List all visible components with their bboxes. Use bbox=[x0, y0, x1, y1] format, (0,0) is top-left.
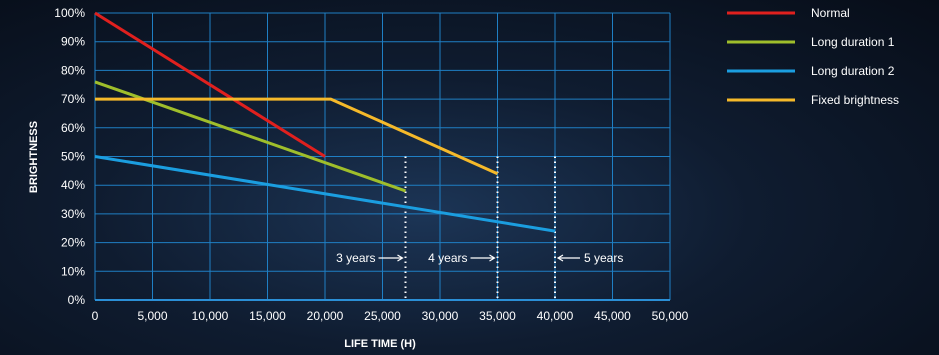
x-tick-label: 5,000 bbox=[137, 309, 167, 323]
x-axis-title: LIFE TIME (H) bbox=[344, 338, 416, 350]
y-axis-ticks: 0% 10% 20% 30% 40% 50% 60% 70% 80% 90% 100% bbox=[54, 6, 85, 307]
chart-series bbox=[94, 11, 556, 233]
x-tick-label: 30,000 bbox=[422, 309, 459, 323]
y-tick-label: 70% bbox=[61, 92, 85, 106]
legend-label: Long duration 1 bbox=[811, 35, 895, 49]
year-annotation-label: 4 years bbox=[428, 251, 467, 265]
y-tick-label: 40% bbox=[61, 178, 85, 192]
x-tick-label: 45,000 bbox=[594, 309, 631, 323]
x-tick-label: 10,000 bbox=[192, 309, 229, 323]
y-tick-label: 80% bbox=[61, 63, 85, 77]
x-tick-label: 15,000 bbox=[249, 309, 286, 323]
x-tick-label: 0 bbox=[92, 309, 99, 323]
legend-label: Long duration 2 bbox=[811, 64, 895, 78]
arrow-head-icon bbox=[489, 254, 496, 262]
series-line bbox=[95, 97, 499, 176]
y-tick-label: 10% bbox=[61, 264, 85, 278]
arrow-head-icon bbox=[397, 254, 404, 262]
arrow-head-icon bbox=[556, 254, 564, 262]
year-annotations: 3 years 4 years 5 years bbox=[336, 251, 623, 265]
year-annotation-label: 3 years bbox=[336, 251, 375, 265]
y-axis-title: BRIGHTNESS bbox=[28, 121, 40, 193]
year-annotation-label: 5 years bbox=[584, 251, 623, 265]
y-tick-label: 50% bbox=[61, 150, 85, 164]
y-tick-label: 30% bbox=[61, 207, 85, 221]
series-line bbox=[94, 11, 326, 158]
chart-grid bbox=[94, 12, 671, 301]
legend-label: Fixed brightness bbox=[811, 93, 899, 107]
y-tick-label: 60% bbox=[61, 121, 85, 135]
x-tick-label: 25,000 bbox=[364, 309, 401, 323]
x-tick-label: 20,000 bbox=[307, 309, 344, 323]
series-line bbox=[94, 155, 556, 233]
chart-legend: Normal Long duration 1 Long duration 2 Fixe… bbox=[727, 6, 899, 107]
y-tick-label: 90% bbox=[61, 35, 85, 49]
legend-label: Normal bbox=[811, 6, 850, 20]
y-tick-label: 100% bbox=[54, 6, 85, 20]
y-tick-label: 20% bbox=[61, 236, 85, 250]
x-tick-label: 50,000 bbox=[652, 309, 689, 323]
x-axis-ticks: 0 5,000 10,000 15,000 20,000 25,000 30,000 35,0… bbox=[92, 309, 689, 323]
y-tick-label: 0% bbox=[68, 293, 86, 307]
x-tick-label: 35,000 bbox=[479, 309, 516, 323]
x-tick-label: 40,000 bbox=[537, 309, 574, 323]
